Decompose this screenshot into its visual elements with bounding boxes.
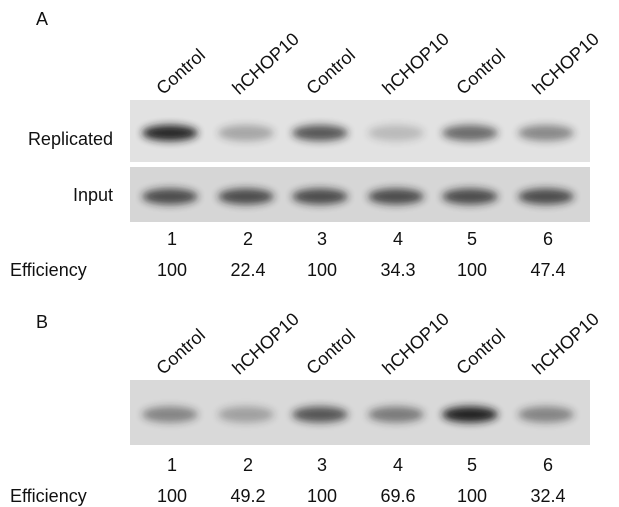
efficiency-value: 49.2 xyxy=(230,486,265,506)
efficiency-value: 22.4 xyxy=(230,260,265,280)
lane-header: hCHOP10 xyxy=(228,29,302,99)
panel-label: A xyxy=(36,9,48,29)
band xyxy=(518,407,574,423)
row-label: Replicated xyxy=(28,129,113,149)
lane-header: hCHOP10 xyxy=(228,309,302,379)
efficiency-value: 32.4 xyxy=(530,486,565,506)
lane-number: 3 xyxy=(317,455,327,475)
lane-number: 3 xyxy=(317,229,327,249)
efficiency-value: 100 xyxy=(157,486,187,506)
lane-number: 5 xyxy=(467,455,477,475)
figure: AControlhCHOP10ControlhCHOP10ControlhCHO… xyxy=(0,0,619,507)
band xyxy=(368,407,424,423)
efficiency-value: 100 xyxy=(457,260,487,280)
lane-number: 4 xyxy=(393,229,403,249)
band xyxy=(142,407,198,423)
band xyxy=(292,125,348,141)
lane-number: 2 xyxy=(243,455,253,475)
efficiency-label: Efficiency xyxy=(10,486,87,506)
efficiency-value: 100 xyxy=(307,260,337,280)
lane-number: 1 xyxy=(167,455,177,475)
band xyxy=(292,407,348,423)
lane-header: Control xyxy=(452,325,509,379)
efficiency-value: 69.6 xyxy=(380,486,415,506)
panel-label: B xyxy=(36,312,48,332)
band xyxy=(442,189,498,205)
band xyxy=(218,189,274,205)
efficiency-label: Efficiency xyxy=(10,260,87,280)
band xyxy=(368,125,424,141)
band xyxy=(442,125,498,141)
band xyxy=(218,125,274,141)
lane-number: 6 xyxy=(543,455,553,475)
lane-number: 4 xyxy=(393,455,403,475)
lane-number: 1 xyxy=(167,229,177,249)
efficiency-value: 100 xyxy=(457,486,487,506)
band xyxy=(142,125,198,141)
lane-header: hCHOP10 xyxy=(528,309,602,379)
efficiency-value: 100 xyxy=(157,260,187,280)
lane-header: hCHOP10 xyxy=(528,29,602,99)
lane-header: Control xyxy=(152,325,209,379)
lane-header: hCHOP10 xyxy=(378,29,452,99)
band xyxy=(142,189,198,205)
lane-header: Control xyxy=(452,45,509,99)
lane-header: Control xyxy=(302,325,359,379)
lane-number: 6 xyxy=(543,229,553,249)
lane-number: 5 xyxy=(467,229,477,249)
band xyxy=(518,125,574,141)
lane-number: 2 xyxy=(243,229,253,249)
band xyxy=(292,189,348,205)
lane-header: Control xyxy=(152,45,209,99)
lane-header: Control xyxy=(302,45,359,99)
band xyxy=(442,407,498,423)
row-label: Input xyxy=(73,185,113,205)
efficiency-value: 47.4 xyxy=(530,260,565,280)
band xyxy=(218,407,274,423)
efficiency-value: 100 xyxy=(307,486,337,506)
efficiency-value: 34.3 xyxy=(380,260,415,280)
band xyxy=(518,189,574,205)
lane-header: hCHOP10 xyxy=(378,309,452,379)
band xyxy=(368,189,424,205)
